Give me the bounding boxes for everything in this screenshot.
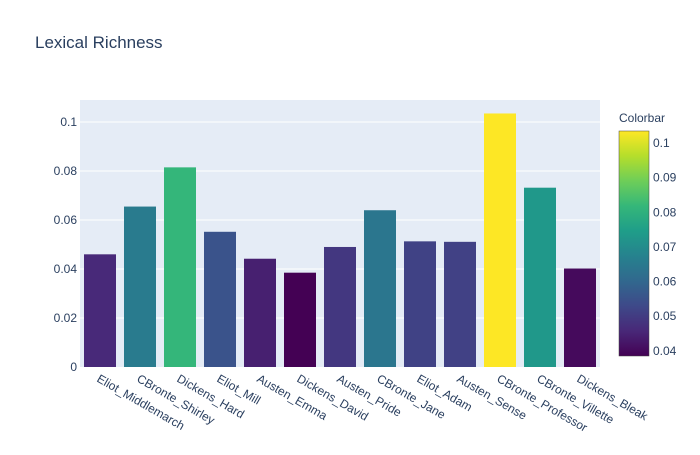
- bar-austen-sense: [444, 241, 476, 367]
- chart-title: Lexical Richness: [35, 33, 163, 52]
- bar-austen-pride: [324, 246, 356, 367]
- bar-eliot-adam: [404, 241, 436, 367]
- bar-eliot-mill: [204, 231, 236, 367]
- y-tick-label: 0.04: [54, 262, 78, 276]
- bar-cbronte-professor: [484, 113, 516, 367]
- y-tick-label: 0.02: [54, 311, 78, 325]
- colorbar-tick-label: 0.1: [653, 136, 670, 150]
- bar-cbronte-villette: [524, 187, 556, 367]
- colorbar-tick-label: 0.09: [653, 171, 677, 185]
- y-tick-label: 0: [70, 360, 77, 374]
- bar-dickens-david: [284, 272, 316, 367]
- y-tick-label: 0.06: [54, 213, 78, 227]
- bar-austen-emma: [244, 258, 276, 367]
- colorbar-tick-label: 0.08: [653, 205, 677, 219]
- bar-dickens-bleak: [564, 268, 596, 367]
- y-tick-label: 0.1: [60, 115, 77, 129]
- colorbar-tick-label: 0.04: [653, 344, 677, 358]
- colorbar-tick-label: 0.06: [653, 275, 677, 289]
- colorbar-tick-label: 0.05: [653, 309, 677, 323]
- bar-cbronte-jane: [364, 210, 396, 367]
- bar-cbronte-shirley: [124, 206, 156, 367]
- bar-eliot-middlemarch: [84, 254, 116, 367]
- colorbar-gradient: [618, 130, 650, 357]
- colorbar-tick-label: 0.07: [653, 240, 677, 254]
- y-tick-label: 0.08: [54, 164, 78, 178]
- bar-dickens-hard: [164, 167, 196, 367]
- colorbar-title: Colorbar: [619, 111, 665, 125]
